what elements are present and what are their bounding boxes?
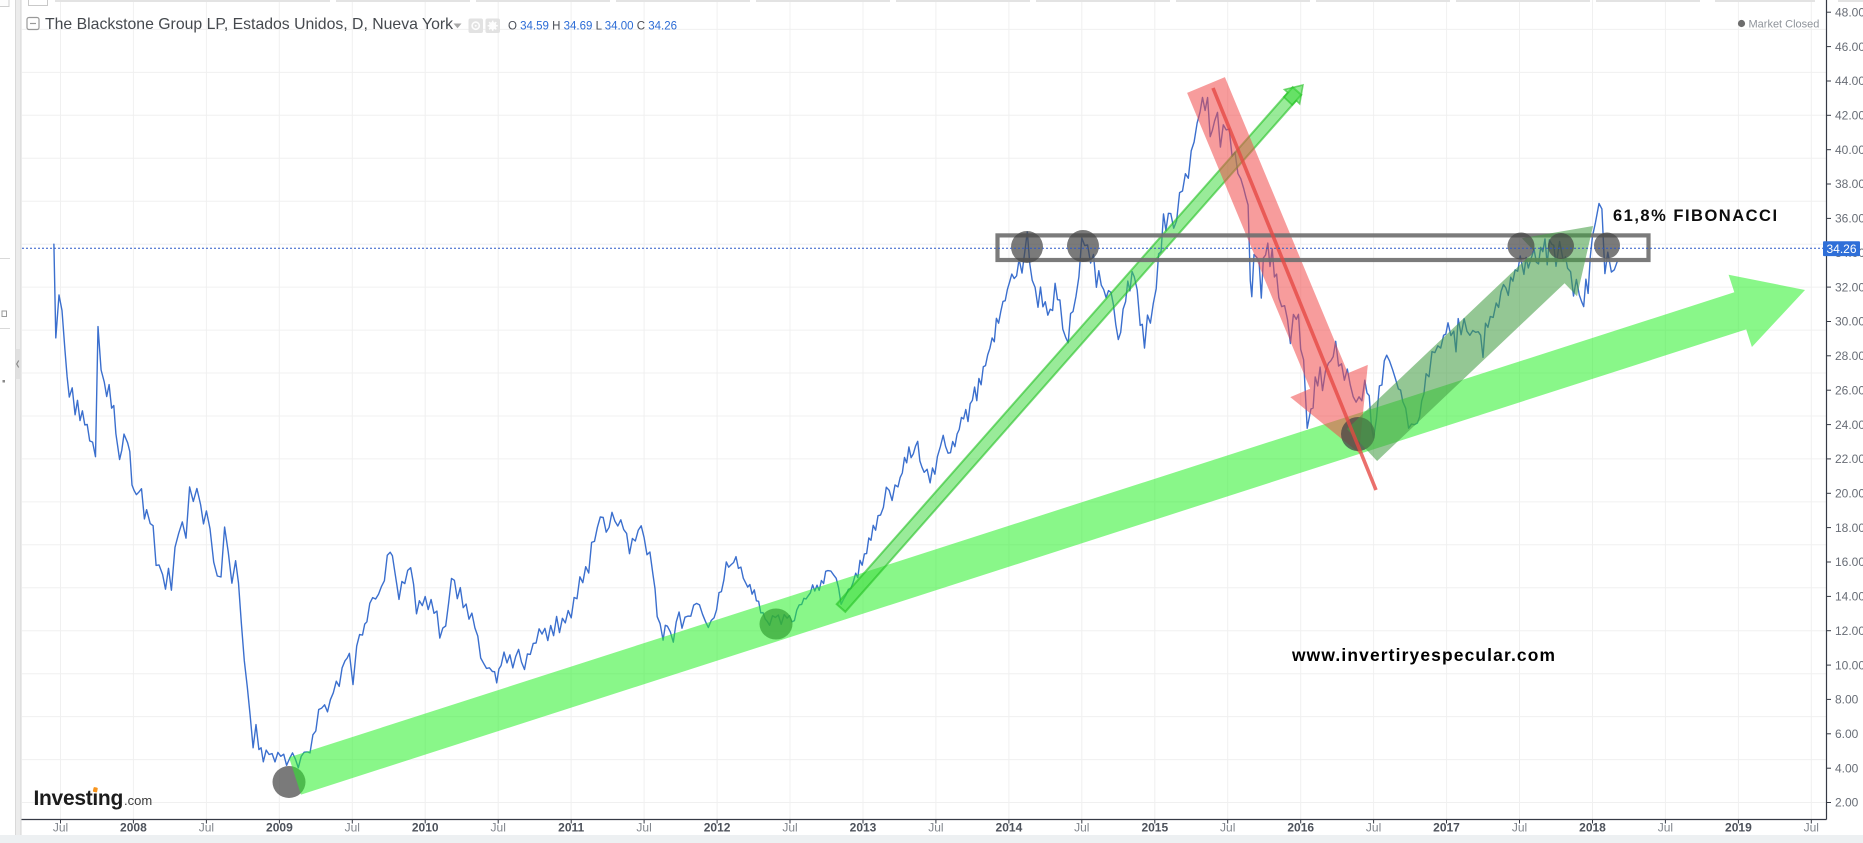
svg-text:2008: 2008 xyxy=(120,821,147,835)
svg-text:Jul: Jul xyxy=(53,821,68,835)
svg-text:Jul: Jul xyxy=(636,821,651,835)
svg-text:Jul: Jul xyxy=(1512,821,1527,835)
svg-text:8.00: 8.00 xyxy=(1835,693,1859,707)
svg-text:2019: 2019 xyxy=(1725,821,1752,835)
svg-text:2018: 2018 xyxy=(1579,821,1606,835)
svg-text:Jul: Jul xyxy=(782,821,797,835)
svg-text:2009: 2009 xyxy=(266,821,293,835)
svg-text:Jul: Jul xyxy=(1220,821,1235,835)
svg-text:2017: 2017 xyxy=(1433,821,1460,835)
svg-text:61,8% FIBONACCI: 61,8% FIBONACCI xyxy=(1613,207,1779,225)
svg-text:10.00: 10.00 xyxy=(1835,658,1863,672)
svg-text:44.00: 44.00 xyxy=(1835,74,1863,88)
svg-text:2010: 2010 xyxy=(412,821,439,835)
svg-text:Jul: Jul xyxy=(1804,821,1819,835)
svg-text:42.00: 42.00 xyxy=(1835,109,1863,123)
svg-text:32.00: 32.00 xyxy=(1835,280,1863,294)
svg-text:18.00: 18.00 xyxy=(1835,521,1863,535)
svg-text:36.00: 36.00 xyxy=(1835,212,1863,226)
svg-text:40.00: 40.00 xyxy=(1835,143,1863,157)
svg-text:2015: 2015 xyxy=(1141,821,1168,835)
svg-text:12.00: 12.00 xyxy=(1835,624,1863,638)
svg-text:O 34.59 H 34.69 L 34.00 C 34.2: O 34.59 H 34.69 L 34.00 C 34.26 xyxy=(508,21,677,33)
svg-text:Jul: Jul xyxy=(1074,821,1089,835)
svg-text:Jul: Jul xyxy=(1366,821,1381,835)
svg-text:4.00: 4.00 xyxy=(1835,761,1859,775)
svg-text:46.00: 46.00 xyxy=(1835,40,1863,54)
svg-text:www.invertiryespecular.com: www.invertiryespecular.com xyxy=(1291,645,1556,665)
svg-text:2012: 2012 xyxy=(704,821,731,835)
svg-text:28.00: 28.00 xyxy=(1835,349,1863,363)
svg-text:48.00: 48.00 xyxy=(1835,5,1863,19)
svg-text:Jul: Jul xyxy=(345,821,360,835)
svg-text:Jul: Jul xyxy=(928,821,943,835)
svg-text:Investing: Investing xyxy=(34,787,123,810)
svg-text:34.26: 34.26 xyxy=(1826,242,1856,256)
svg-text:2016: 2016 xyxy=(1287,821,1314,835)
svg-text:Jul: Jul xyxy=(199,821,214,835)
svg-text:Market Closed: Market Closed xyxy=(1749,19,1820,31)
svg-text:Jul: Jul xyxy=(491,821,506,835)
svg-text:22.00: 22.00 xyxy=(1835,452,1863,466)
svg-text:16.00: 16.00 xyxy=(1835,555,1863,569)
svg-text:6.00: 6.00 xyxy=(1835,727,1859,741)
svg-text:30.00: 30.00 xyxy=(1835,315,1863,329)
svg-text:2.00: 2.00 xyxy=(1835,796,1859,810)
svg-text:2013: 2013 xyxy=(850,821,877,835)
svg-text:20.00: 20.00 xyxy=(1835,487,1863,501)
svg-text:26.00: 26.00 xyxy=(1835,383,1863,397)
svg-text:2011: 2011 xyxy=(558,821,584,835)
svg-text:.com: .com xyxy=(124,793,152,808)
svg-text:14.00: 14.00 xyxy=(1835,590,1863,604)
svg-text:Jul: Jul xyxy=(1658,821,1673,835)
svg-text:2014: 2014 xyxy=(996,821,1023,835)
svg-text:The Blackstone Group LP, Estad: The Blackstone Group LP, Estados Unidos,… xyxy=(45,16,453,33)
svg-text:38.00: 38.00 xyxy=(1835,177,1863,191)
svg-text:24.00: 24.00 xyxy=(1835,418,1863,432)
